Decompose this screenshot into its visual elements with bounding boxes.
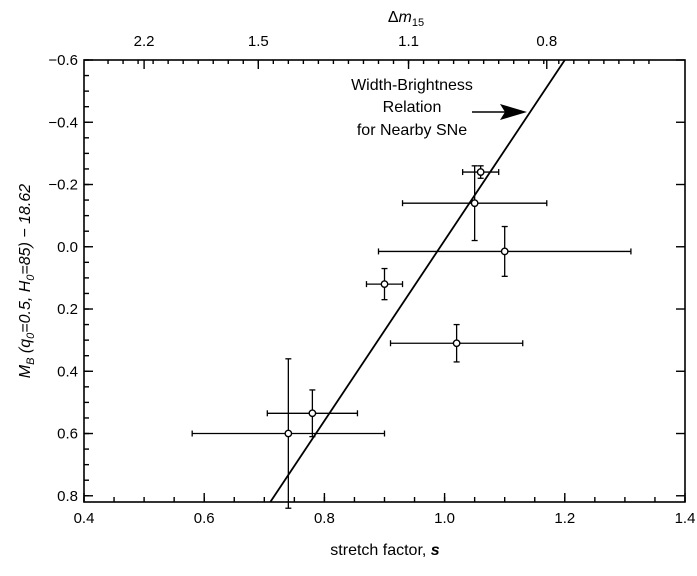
data-point (308, 409, 317, 418)
y-tick-label: 0.2 (57, 301, 78, 318)
x-axis-title: stretch factor, s (330, 542, 439, 559)
relation-line (269, 59, 566, 503)
y-tick-label: −0.4 (48, 114, 78, 131)
y-axis-title: MB (q0=0.5, H0=85) − 18.62 (17, 184, 37, 378)
data-point (476, 168, 485, 176)
x-tick-label: 1.4 (675, 510, 696, 527)
top-tick-label: 0.8 (536, 33, 557, 50)
data-marks (191, 59, 632, 509)
annotation-line-2: Relation (383, 99, 442, 116)
x-tick-label: 0.6 (194, 510, 215, 527)
y-tick-label: 0.0 (57, 239, 78, 256)
top-tick-label: 1.1 (398, 33, 419, 50)
data-point (500, 247, 509, 256)
data-point (284, 429, 293, 438)
annotation-line-3: for Nearby SNe (357, 122, 467, 139)
x-tick-label: 0.8 (314, 510, 335, 527)
y-tick-label: 0.4 (57, 363, 78, 380)
top-axis-title: Δm15 (388, 9, 424, 29)
x-tick-label: 0.4 (74, 510, 95, 527)
y-tick-label: −0.2 (48, 177, 78, 194)
annotation-arrow-head (500, 104, 527, 120)
data-point (470, 199, 479, 208)
y-tick-label: 0.8 (57, 488, 78, 505)
axis-ticks: 0.4 0.6 0.8 1.0 1.2 1.4 −0.6 −0.4 −0.2 0.0 0.2 0.4 0… (48, 33, 695, 527)
x-tick-label: 1.2 (554, 510, 575, 527)
annotation: Width-Brightness Relation for Nearby SNe (351, 77, 527, 139)
data-point (380, 280, 389, 289)
top-tick-label: 2.2 (134, 33, 155, 50)
x-tick-label: 1.0 (434, 510, 455, 527)
top-tick-label: 1.5 (248, 33, 269, 50)
y-tick-label: −0.6 (48, 52, 78, 69)
y-tick-label: 0.6 (57, 426, 78, 443)
annotation-line-1: Width-Brightness (351, 77, 473, 94)
data-point (452, 339, 461, 348)
